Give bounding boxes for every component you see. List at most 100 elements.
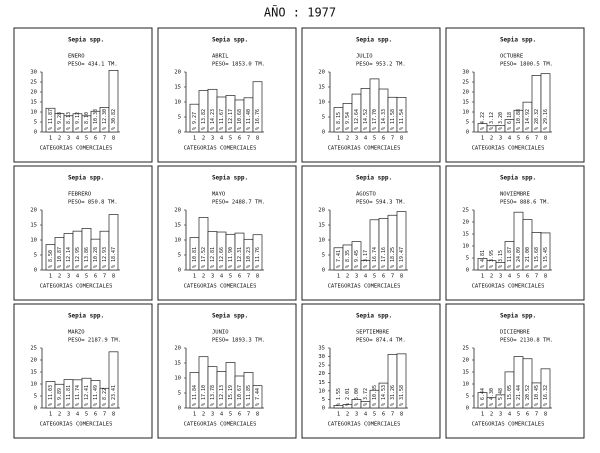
weight-label: PESO= 2187.9 TM.	[68, 338, 121, 344]
x-tick-label: 7	[391, 412, 394, 418]
panel-border	[445, 303, 585, 439]
value-label: % 15.45	[543, 247, 549, 268]
y-tick-label: 5	[466, 120, 469, 126]
y-tick-label: 30	[318, 354, 325, 360]
x-tick-label: 4	[76, 412, 80, 418]
x-tick-label: 2	[346, 274, 349, 280]
x-tick-label: 3	[499, 274, 502, 280]
x-tick-label: 2	[202, 136, 205, 142]
y-tick-label: 20	[174, 208, 181, 214]
x-tick-label: 8	[112, 136, 115, 142]
x-tick-label: 5	[373, 136, 376, 142]
x-tick-label: 6	[94, 412, 97, 418]
month-label: NOVIEMBRE	[500, 192, 530, 198]
x-tick-label: 3	[67, 136, 70, 142]
value-label: % 12.31	[237, 247, 243, 268]
bar	[396, 353, 407, 409]
x-tick-label: 4	[508, 412, 512, 418]
value-label: % 3.20	[498, 112, 504, 130]
y-tick-label: 30	[462, 70, 469, 76]
value-label: % 12.95	[75, 247, 81, 268]
bar	[252, 234, 263, 271]
value-label: % 13.78	[210, 385, 216, 406]
value-label: % 4.30	[489, 388, 495, 406]
bar	[108, 351, 119, 409]
panel-border	[13, 303, 153, 439]
x-tick-label: 1	[481, 412, 484, 418]
y-tick-label: 5	[178, 391, 181, 397]
x-tick-label: 8	[112, 412, 115, 418]
bar	[108, 214, 119, 271]
value-label: % 9.12	[75, 112, 81, 130]
month-label: ABRIL	[212, 54, 229, 60]
y-tick-label: 5	[178, 253, 181, 259]
weight-label: PESO= 953.2 TM.	[356, 62, 406, 68]
y-tick-label: 20	[174, 70, 181, 76]
x-tick-label: 3	[211, 136, 214, 142]
bar	[396, 211, 407, 271]
value-label: % 15.05	[507, 385, 513, 406]
value-label: % 10.81	[192, 247, 198, 268]
weight-label: PESO= 2130.8 TM.	[500, 338, 553, 344]
value-label: % 16.74	[372, 247, 378, 268]
month-label: SEPTIEMBRE	[356, 330, 389, 336]
value-label: % 18.25	[390, 247, 396, 268]
value-label: % 6.44	[480, 388, 486, 406]
value-label: % 11.90	[228, 247, 234, 268]
x-tick-label: 1	[193, 412, 196, 418]
month-label: JULIO	[356, 54, 373, 60]
value-label: % 9.28	[57, 112, 63, 130]
value-label: % 11.87	[48, 109, 54, 130]
y-tick-label: 15	[174, 85, 181, 91]
x-tick-label: 4	[364, 412, 368, 418]
value-label: % 15.68	[534, 247, 540, 268]
panel-title: Sepia spp.	[500, 175, 536, 182]
x-tick-label: 5	[85, 136, 88, 142]
value-label: % 8.50	[48, 250, 54, 268]
x-tick-label: 2	[58, 136, 61, 142]
y-tick-label: 10	[30, 382, 37, 388]
y-tick-label: 10	[318, 238, 325, 244]
value-label: % 3.95	[489, 250, 495, 268]
value-label: % 20.52	[525, 385, 531, 406]
x-axis-label: CATEGORIAS COMERCIALES	[184, 146, 257, 152]
x-tick-label: 8	[256, 412, 259, 418]
value-label: % 11.49	[93, 385, 99, 406]
value-label: % 12.81	[210, 247, 216, 268]
x-tick-label: 4	[220, 274, 224, 280]
y-tick-label: 15	[318, 85, 325, 91]
y-tick-label: 0	[34, 130, 37, 136]
value-label: % 29.16	[543, 109, 549, 130]
value-label: % 12.64	[354, 109, 360, 130]
value-label: % 9.45	[354, 250, 360, 268]
value-label: % 10.67	[237, 385, 243, 406]
x-tick-label: 6	[526, 412, 529, 418]
y-tick-label: 20	[462, 90, 469, 96]
panel-border	[157, 165, 297, 301]
y-tick-label: 10	[174, 100, 181, 106]
value-label: % 11.87	[507, 247, 513, 268]
value-label: % 17.16	[381, 247, 387, 268]
x-tick-label: 2	[202, 412, 205, 418]
y-tick-label: 35	[318, 346, 325, 352]
x-tick-label: 8	[400, 274, 403, 280]
x-axis-label: CATEGORIAS COMERCIALES	[472, 146, 545, 152]
panel-title: Sepia spp.	[68, 175, 104, 182]
y-tick-label: 20	[30, 90, 37, 96]
y-tick-label: 0	[34, 406, 37, 412]
panel-title: Sepia spp.	[68, 313, 104, 320]
value-label: % 4.81	[480, 250, 486, 268]
y-tick-label: 15	[462, 100, 469, 106]
weight-label: PESO= 2488.7 TM.	[212, 200, 265, 206]
value-label: % 11.54	[399, 109, 405, 130]
panel-border	[157, 303, 297, 439]
weight-label: PESO= 434.1 TM.	[68, 62, 118, 68]
value-label: % 23.41	[111, 385, 117, 406]
value-label: % 8.13	[66, 112, 72, 130]
x-tick-label: 1	[481, 274, 484, 280]
page-title: AÑO : 1977	[264, 5, 336, 20]
x-tick-label: 5	[229, 136, 232, 142]
x-tick-label: 2	[202, 274, 205, 280]
month-label: ENERO	[68, 54, 85, 60]
